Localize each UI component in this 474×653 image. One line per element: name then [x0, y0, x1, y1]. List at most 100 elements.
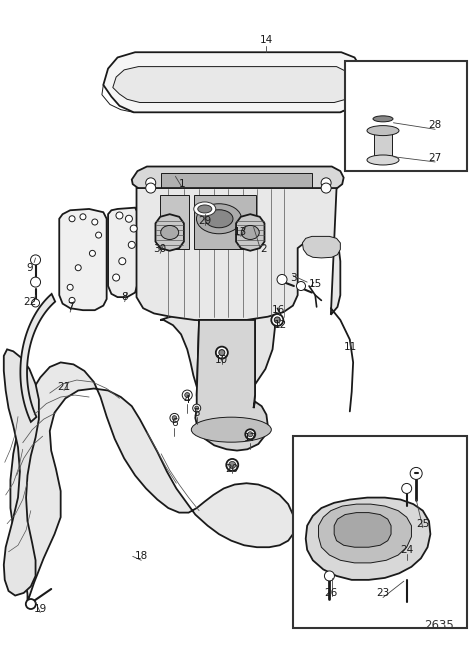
Circle shape	[128, 242, 135, 248]
Circle shape	[69, 297, 75, 304]
Circle shape	[401, 483, 412, 494]
Circle shape	[193, 404, 201, 412]
Circle shape	[32, 299, 39, 307]
Circle shape	[146, 178, 156, 188]
Polygon shape	[137, 188, 340, 321]
Text: 19: 19	[34, 603, 47, 614]
Ellipse shape	[367, 125, 399, 136]
Ellipse shape	[367, 155, 399, 165]
Circle shape	[410, 468, 422, 479]
Text: 2635: 2635	[424, 619, 454, 632]
Circle shape	[274, 317, 280, 323]
Circle shape	[113, 274, 119, 281]
Circle shape	[324, 571, 335, 581]
Polygon shape	[132, 167, 344, 189]
Circle shape	[69, 215, 75, 222]
Text: 16: 16	[272, 305, 285, 315]
Bar	[345, 61, 467, 171]
Polygon shape	[4, 349, 39, 596]
Circle shape	[245, 429, 255, 439]
Polygon shape	[374, 131, 392, 160]
Circle shape	[271, 314, 283, 326]
Ellipse shape	[194, 202, 216, 216]
Text: 29: 29	[198, 215, 211, 226]
Circle shape	[185, 392, 190, 398]
Text: 6: 6	[171, 418, 178, 428]
Circle shape	[277, 274, 287, 285]
Ellipse shape	[205, 210, 233, 228]
Text: 18: 18	[135, 551, 148, 562]
Circle shape	[67, 284, 73, 291]
Text: 27: 27	[428, 153, 442, 163]
Circle shape	[216, 347, 228, 358]
Circle shape	[226, 459, 238, 471]
Text: 7: 7	[67, 302, 73, 312]
Polygon shape	[302, 236, 340, 258]
Text: 12: 12	[274, 320, 287, 330]
Ellipse shape	[161, 225, 179, 240]
Polygon shape	[10, 362, 295, 602]
Text: 9: 9	[26, 263, 33, 273]
Circle shape	[96, 232, 101, 238]
Polygon shape	[319, 504, 411, 563]
Circle shape	[75, 264, 81, 271]
Circle shape	[126, 215, 132, 222]
Circle shape	[229, 462, 236, 468]
Polygon shape	[160, 195, 189, 249]
Text: 24: 24	[400, 545, 413, 555]
Ellipse shape	[198, 205, 212, 213]
Ellipse shape	[373, 116, 393, 122]
Text: 15: 15	[309, 279, 322, 289]
Text: 5: 5	[193, 407, 200, 418]
Polygon shape	[161, 173, 312, 188]
Circle shape	[92, 219, 98, 225]
Circle shape	[80, 214, 86, 220]
Polygon shape	[155, 214, 184, 251]
Polygon shape	[103, 52, 361, 112]
Circle shape	[321, 178, 331, 188]
Polygon shape	[59, 209, 107, 310]
Circle shape	[30, 255, 41, 265]
Ellipse shape	[191, 417, 271, 442]
Polygon shape	[195, 320, 268, 451]
Text: 8: 8	[121, 292, 128, 302]
Text: 26: 26	[324, 588, 337, 598]
Polygon shape	[334, 513, 391, 547]
Text: 3: 3	[291, 272, 297, 283]
Text: 22: 22	[23, 296, 36, 307]
Polygon shape	[113, 67, 352, 103]
Circle shape	[119, 258, 126, 264]
Circle shape	[248, 432, 253, 437]
Circle shape	[170, 413, 179, 422]
Text: 20: 20	[226, 464, 239, 474]
Polygon shape	[20, 294, 55, 422]
Circle shape	[321, 183, 331, 193]
Circle shape	[219, 349, 225, 356]
Text: 25: 25	[416, 518, 429, 529]
Text: 17: 17	[244, 432, 257, 443]
Polygon shape	[108, 208, 137, 297]
Text: 28: 28	[428, 120, 442, 131]
Polygon shape	[236, 214, 264, 251]
Text: 2: 2	[260, 244, 266, 255]
Circle shape	[297, 281, 305, 291]
Bar	[293, 436, 467, 628]
Text: 11: 11	[344, 342, 357, 353]
Text: 13: 13	[234, 227, 247, 237]
Circle shape	[26, 599, 36, 609]
Text: 14: 14	[260, 35, 273, 46]
Polygon shape	[306, 498, 430, 580]
Text: 4: 4	[184, 394, 191, 405]
Text: 10: 10	[215, 355, 228, 366]
Text: 23: 23	[376, 588, 390, 598]
Circle shape	[195, 406, 199, 410]
Text: 1: 1	[179, 179, 186, 189]
Circle shape	[116, 212, 123, 219]
Circle shape	[130, 225, 137, 232]
Circle shape	[182, 390, 192, 400]
Circle shape	[30, 277, 41, 287]
Ellipse shape	[241, 225, 259, 240]
Text: 21: 21	[57, 381, 71, 392]
Circle shape	[146, 183, 156, 193]
Polygon shape	[197, 320, 255, 423]
